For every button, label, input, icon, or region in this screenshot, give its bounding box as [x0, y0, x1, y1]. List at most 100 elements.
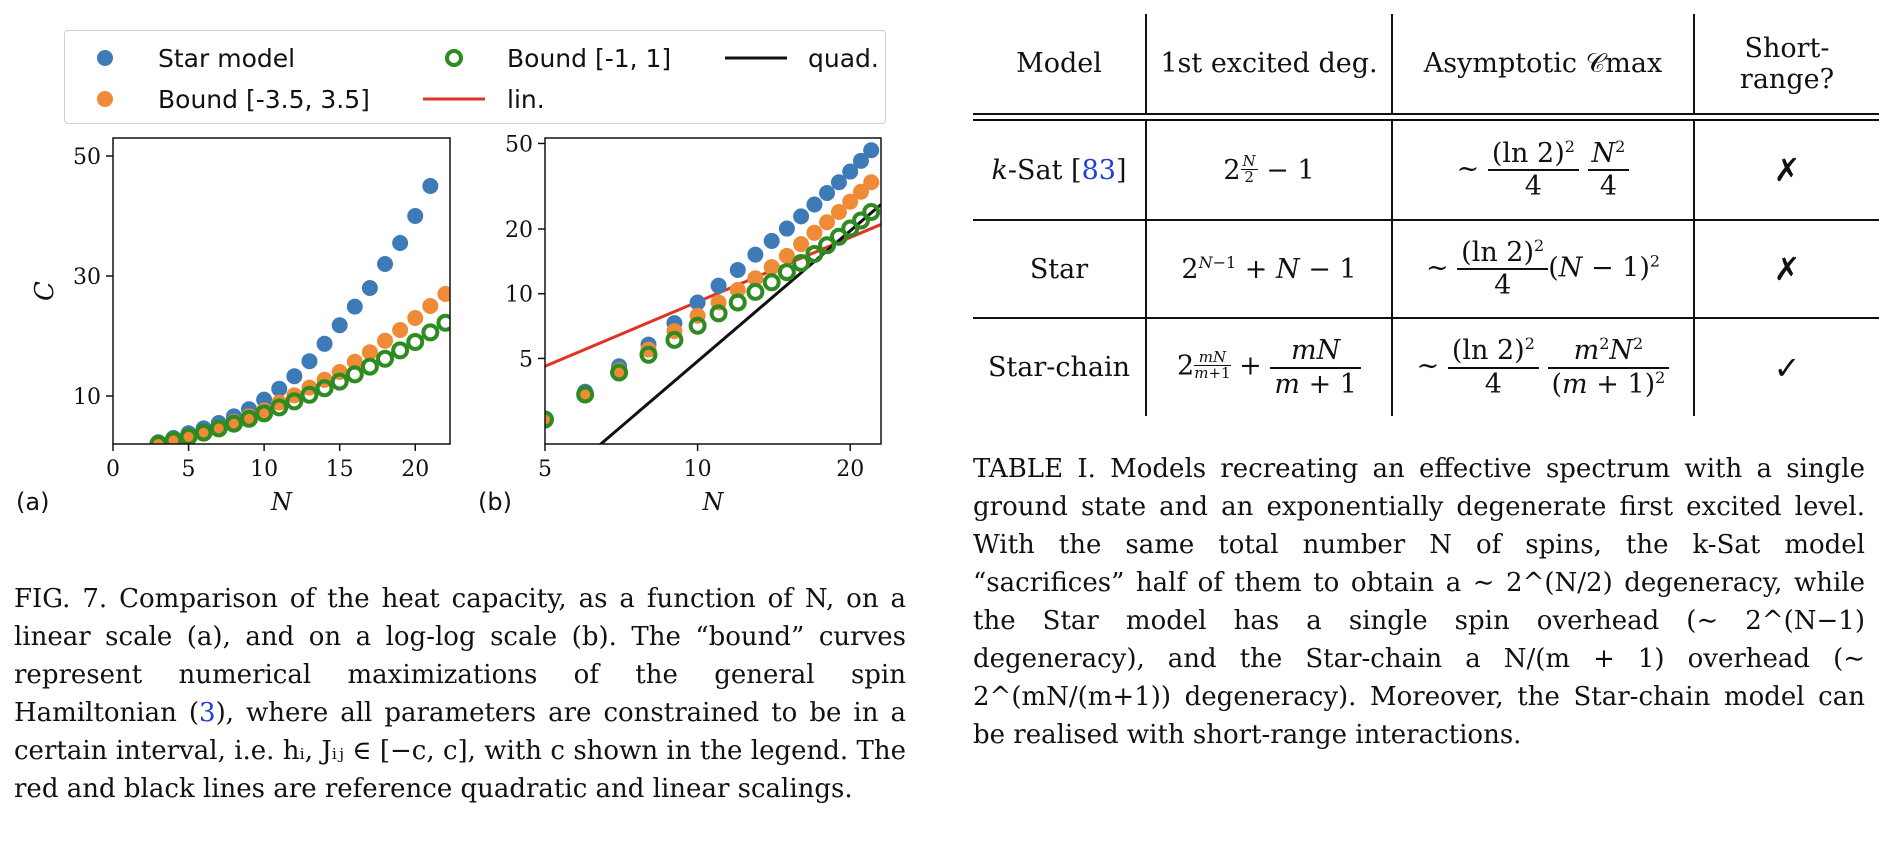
table-caption-text: TABLE I. Models recreating an effective … [973, 454, 1865, 750]
figure-caption-text-1: Comparison of the heat capacity, as a fu… [14, 584, 907, 728]
data-point-bound---1--1- [709, 304, 728, 323]
legend-label-star-model: Star model [158, 44, 295, 73]
data-point-bound---1--1- [829, 227, 848, 246]
data-point-star-model [806, 196, 823, 213]
data-point-bound---1--1- [545, 410, 554, 429]
legend-marker-bound-3-5 [97, 91, 113, 107]
data-point-star-model [793, 208, 810, 225]
figure-caption-citation-link[interactable]: 3 [199, 698, 216, 728]
data-point-bound---1--1- [436, 313, 450, 332]
chart-panel-b: 5 10 20 5 10 20 50 N (b) [478, 132, 882, 516]
data-point-bound---3-5--3-5- [819, 214, 836, 231]
data-point-bound---1--1- [862, 202, 881, 221]
table-citation-link[interactable]: 83 [1081, 154, 1116, 186]
data-point-star-model [271, 380, 288, 397]
figure-caption: FIG. 7. Comparison of the heat capacity,… [14, 580, 906, 808]
data-point-star-model [689, 294, 706, 311]
table-cell-cmax: ∼ (ln 2)2 4 N2 4 [1391, 120, 1694, 220]
figure-caption-label: FIG. 7. [14, 584, 108, 614]
data-point-bound---1--1- [728, 293, 747, 312]
data-point-bound---1--1- [345, 365, 364, 384]
data-point-star-model [830, 174, 847, 191]
data-point-bound---1--1- [330, 372, 349, 391]
data-point-star-model [407, 208, 424, 224]
y-tick-label: 10 [505, 283, 533, 308]
data-point-star-model [301, 353, 318, 370]
data-point-bound---3-5--3-5- [377, 332, 394, 349]
data-point-star-model [863, 142, 880, 159]
series-line-quad [598, 203, 881, 444]
data-point-bound---1--1- [391, 341, 410, 360]
data-point-star-model [852, 152, 869, 169]
data-point-bound---1--1- [224, 414, 243, 433]
data-point-bound---3-5--3-5- [793, 236, 810, 253]
data-point-bound---1--1- [270, 398, 289, 417]
data-point-star-model [331, 317, 348, 334]
table-header-row: Model 1st excited deg. Asymptotic 𝒞max S… [973, 14, 1879, 114]
table-cell-short-range: ✗ [1693, 220, 1879, 318]
table-header-short-range: Short-range? [1693, 14, 1879, 114]
data-point-star-model [842, 163, 859, 180]
data-point-bound---1--1- [818, 236, 837, 255]
table-cell-model: k-Sat [83] [991, 154, 1127, 186]
y-tick-label: 10 [73, 385, 101, 410]
legend-entry-quad: quad. [725, 44, 879, 73]
legend-label-bound-1: Bound [-1, 1] [507, 44, 671, 73]
data-point-bound---1--1- [315, 379, 334, 398]
data-point-bound---1--1- [762, 273, 781, 292]
data-point-star-model [361, 280, 378, 296]
x-tick-label: 10 [250, 457, 278, 482]
panel-label: (b) [478, 488, 512, 516]
data-point-bound---3-5--3-5- [852, 183, 869, 200]
table-cell-degeneracy: 2 mN m+1 + mN m + 1 [1145, 318, 1392, 416]
x-tick-label: 0 [106, 457, 120, 482]
data-point-bound---1--1- [360, 357, 379, 376]
figure-legend: Star model Bound [-3.5, 3.5] Bound [-1, … [64, 30, 886, 124]
data-point-bound---3-5--3-5- [361, 344, 378, 361]
table-header-double-rule [973, 114, 1879, 120]
table-cell-cmax: ∼ (ln 2)2 4 m2N2 (m + 1)2 [1391, 318, 1694, 416]
plot-area [545, 142, 881, 444]
data-point-star-model [747, 246, 764, 263]
table-cell-model: Star-chain [987, 352, 1131, 383]
plot-area [149, 178, 450, 444]
data-point-bound---1--1- [255, 404, 274, 423]
x-tick-label: 20 [836, 457, 864, 482]
x-tick-label: 20 [401, 457, 429, 482]
x-tick-label: 5 [182, 457, 196, 482]
data-point-bound---3-5--3-5- [747, 270, 764, 287]
y-tick-label: 50 [73, 145, 101, 170]
data-point-star-model [710, 277, 727, 294]
table-cell-short-range: ✗ [1693, 120, 1879, 220]
data-point-star-model [377, 256, 394, 272]
table-cell-short-range: ✓ [1693, 318, 1879, 416]
legend-label-quad: quad. [808, 44, 879, 73]
x-tick-label: 5 [538, 457, 552, 482]
data-point-bound---3-5--3-5- [346, 353, 363, 370]
data-point-star-model [778, 220, 795, 237]
data-point-bound---1--1- [194, 423, 213, 442]
data-point-star-model [316, 335, 333, 352]
table-row: Star 2N−1 + N − 1 ∼ (ln 2)2 4 (N − 1)2 ✗ [973, 220, 1879, 318]
data-point-bound---1--1- [639, 345, 658, 364]
data-point-bound---1--1- [421, 323, 440, 342]
table-header-model: Model [1016, 48, 1102, 79]
data-point-bound---3-5--3-5- [271, 394, 288, 411]
legend-canvas: Star model Bound [-3.5, 3.5] Bound [-1, … [97, 44, 879, 114]
data-point-bound---3-5--3-5- [842, 193, 859, 210]
data-point-bound---1--1- [285, 392, 304, 411]
panel-label: (a) [16, 488, 49, 516]
legend-entry-lin: lin. [423, 85, 545, 114]
data-point-bound---1--1- [777, 263, 796, 282]
data-point-bound---3-5--3-5- [763, 259, 780, 276]
data-point-bound---3-5--3-5- [830, 203, 847, 220]
data-point-bound---3-5--3-5- [392, 322, 409, 338]
data-point-bound---1--1- [149, 435, 168, 444]
data-point-star-model [346, 298, 363, 315]
data-point-bound---1--1- [376, 349, 395, 368]
data-point-bound---1--1- [300, 385, 319, 404]
plot-frame [544, 137, 882, 445]
data-point-bound---1--1- [576, 385, 595, 404]
